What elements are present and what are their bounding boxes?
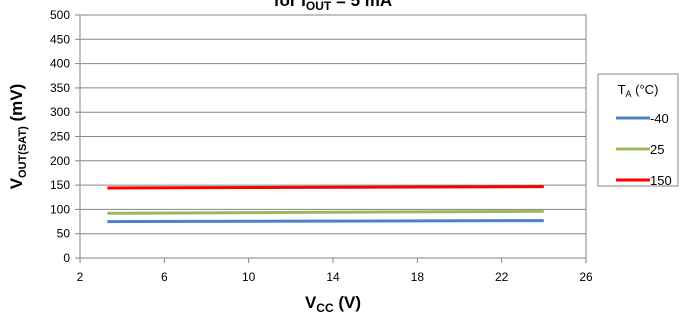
- y-axis-title-main: V: [7, 177, 26, 189]
- y-tick-label: 350: [50, 81, 70, 95]
- y-tick-label: 500: [50, 8, 70, 22]
- x-axis-title-tail: (V): [334, 293, 361, 312]
- y-tick-label: 200: [50, 154, 70, 168]
- x-axis-title-sub: CC: [316, 301, 334, 315]
- y-tick-label: 50: [57, 227, 71, 241]
- x-axis-ticks: 2 6 10 14 18 22 26: [77, 258, 593, 284]
- legend-label--40: -40: [650, 111, 669, 126]
- series-line-25: [107, 211, 543, 213]
- y-axis-title: VOUT(SAT) (mV): [7, 84, 29, 190]
- x-tick-label: 14: [326, 270, 340, 284]
- y-axis-title-tail: (mV): [7, 84, 26, 127]
- x-tick-label: 6: [161, 270, 168, 284]
- chart-title-tail: = 5 mA: [331, 0, 392, 10]
- legend-label-25: 25: [650, 142, 664, 157]
- y-tick-label: 100: [50, 202, 70, 216]
- series-line--40: [107, 221, 543, 222]
- legend-title: TA (°C): [618, 82, 659, 99]
- x-tick-label: 22: [495, 270, 509, 284]
- x-axis-title-main: V: [305, 293, 317, 312]
- series-lines: [107, 187, 543, 222]
- x-tick-label: 26: [579, 270, 593, 284]
- chart-title-sub: OUT: [306, 0, 332, 13]
- legend-title-main: T: [618, 82, 626, 97]
- legend-label-150: 150: [650, 173, 672, 188]
- y-axis-title-sub: OUT(SAT): [17, 126, 29, 178]
- x-tick-label: 18: [411, 270, 425, 284]
- y-tick-label: 150: [50, 178, 70, 192]
- x-tick-label: 2: [77, 270, 84, 284]
- series-line-150: [107, 187, 543, 188]
- legend-title-tail: (°C): [632, 82, 659, 97]
- x-tick-label: 10: [242, 270, 256, 284]
- y-tick-label: 250: [50, 130, 70, 144]
- chart-title-main: for I: [274, 0, 306, 10]
- legend: TA (°C) -40 25 150: [598, 74, 678, 188]
- y-tick-label: 400: [50, 57, 70, 71]
- chart-title: for IOUT = 5 mA: [274, 0, 392, 13]
- y-tick-label: 300: [50, 105, 70, 119]
- x-axis-title: VCC (V): [305, 293, 361, 315]
- y-axis-ticks: 0 50 100 150 200 250 300 350 400 450 500: [50, 8, 80, 265]
- y-tick-label: 450: [50, 32, 70, 46]
- y-tick-label: 0: [63, 251, 70, 265]
